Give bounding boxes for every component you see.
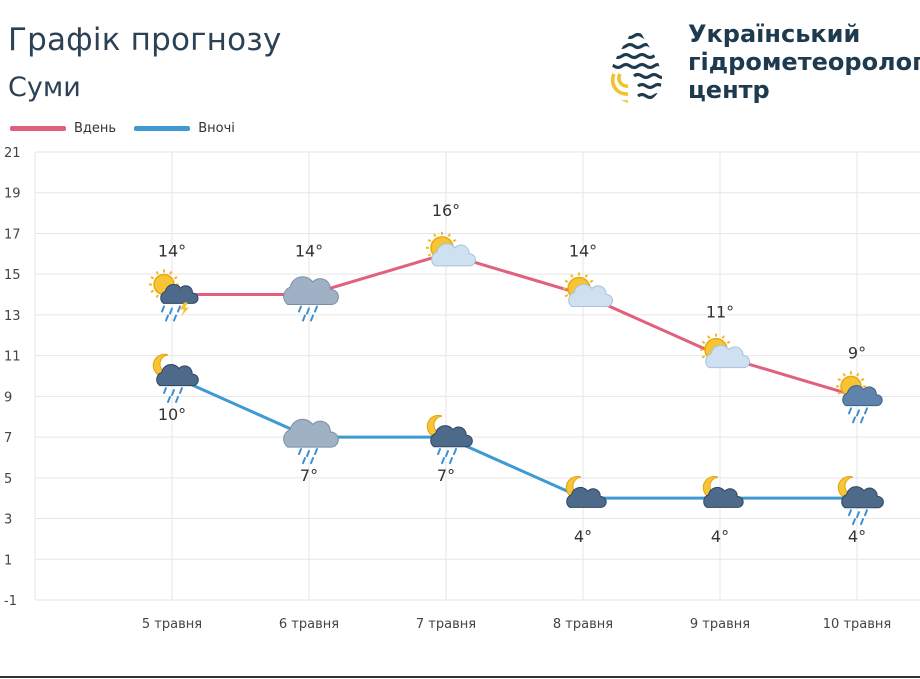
moon-cloud-icon [565,476,607,508]
y-tick-label: 11 [4,350,21,365]
x-tick-label: 5 травня [142,617,202,632]
x-tick-label: 8 травня [553,617,613,632]
logo-line-1: Український [688,20,861,48]
data-label-night: 7° [437,466,455,485]
y-tick-label: 9 [4,390,12,405]
legend-label-day: Вдень [74,121,117,136]
data-label-night: 4° [848,527,866,546]
cloud-rain-icon [283,418,339,465]
legend-swatch-day [10,126,66,131]
sun-cloud-icon [563,272,613,308]
moon-cloud-rain-icon [837,476,884,526]
x-tick-label: 7 травня [416,617,476,632]
y-tick-label: 1 [4,553,12,568]
legend-label-night: Вночі [198,121,235,136]
data-label-night: 4° [574,527,592,546]
moon-cloud-rain-icon [152,353,199,403]
data-label-day: 9° [848,343,866,362]
legend-item-day[interactable]: Вдень [10,121,116,136]
y-tick-label: 17 [4,227,21,242]
bottom-rule [0,676,920,678]
x-tick-label: 6 травня [279,617,339,632]
data-label-night: 7° [300,466,318,485]
sun-cloud-icon [426,231,476,267]
legend: Вдень Вночі [10,120,249,136]
y-tick-label: 19 [4,187,21,202]
y-tick-label: 5 [4,472,12,487]
moon-cloud-rain-icon [426,414,473,465]
data-label-night: 10° [158,405,186,424]
y-tick-label: -1 [4,594,17,609]
data-label-day: 14° [295,242,323,261]
data-label-day: 11° [706,303,734,322]
logo-line-3: центр [688,76,770,104]
series-line-day [172,252,858,398]
series-line-night [171,374,857,500]
logo-text: Український гідрометеорологі центр [688,20,920,104]
y-tick-label: 15 [4,268,21,283]
y-tick-label: 7 [4,431,12,446]
y-tick-label: 21 [4,146,21,161]
legend-swatch-night [134,126,191,131]
x-tick-label: 9 травня [690,617,750,632]
data-label-day: 14° [569,242,597,261]
y-tick-label: 13 [4,309,21,324]
data-label-day: 14° [158,242,186,261]
moon-cloud-icon [702,476,744,508]
sun-cloud-rain-thunder-icon [149,269,199,322]
y-tick-label: 3 [4,513,12,528]
chart-title: Графік прогнозу [8,22,282,58]
x-tick-label: 10 травня [823,617,891,632]
data-label-night: 4° [711,527,729,546]
legend-item-night[interactable]: Вночі [134,121,235,136]
city-subtitle: Суми [8,72,81,103]
data-label-day: 16° [432,201,460,220]
sun-cloud-rain-icon [836,371,883,424]
drop-icon [610,24,662,104]
logo-line-2: гідрометеорологі [688,48,920,76]
cloud-rain-icon [283,276,339,322]
sun-cloud-icon [700,333,750,369]
